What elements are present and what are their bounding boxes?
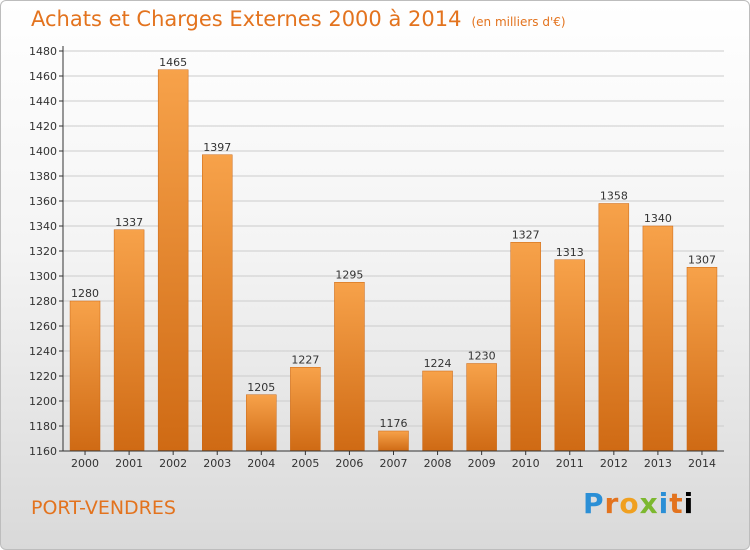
x-tick-label: 2012 <box>600 457 628 470</box>
x-tick-label: 2009 <box>468 457 496 470</box>
chart-subtitle: (en milliers d'€) <box>471 15 566 29</box>
x-tick-label: 2002 <box>159 457 187 470</box>
y-tick-label: 1340 <box>29 220 57 233</box>
x-tick-label: 2010 <box>512 457 540 470</box>
x-tick-label: 2008 <box>424 457 452 470</box>
bar-2006 <box>334 282 365 452</box>
bar-value-label: 1224 <box>424 357 452 370</box>
bar-2011 <box>554 259 585 452</box>
bar-2003 <box>202 154 233 452</box>
bar-2002 <box>157 69 189 452</box>
chart-title-text: Achats et Charges Externes 2000 à 2014 <box>31 7 462 31</box>
bar-2010 <box>510 242 541 452</box>
bar-value-label: 1313 <box>556 246 584 259</box>
x-tick-label: 2013 <box>644 457 672 470</box>
bar-value-label: 1227 <box>291 353 319 366</box>
bar-value-label: 1280 <box>71 287 99 300</box>
bar-value-label: 1465 <box>159 56 187 69</box>
bar-value-label: 1358 <box>600 190 628 203</box>
bar-2012 <box>598 203 630 452</box>
city-name: PORT-VENDRES <box>31 497 176 519</box>
y-tick-label: 1480 <box>29 45 57 58</box>
bar-2000 <box>69 300 101 452</box>
bar-2008 <box>422 370 453 452</box>
bar-value-label: 1340 <box>644 212 672 225</box>
bars: 1280 1337 1465 1397 1205 1227 1295 1176 1224 1230… <box>69 56 718 452</box>
bar-value-label: 1327 <box>512 228 540 241</box>
bar-2007 <box>378 430 409 452</box>
bar-2009 <box>466 363 497 452</box>
y-tick-label: 1260 <box>29 320 57 333</box>
bar-value-label: 1397 <box>203 141 231 154</box>
chart-title: Achats et Charges Externes 2000 à 2014 (e… <box>31 7 566 31</box>
bar-value-label: 1307 <box>688 253 716 266</box>
x-tick-label: 2014 <box>688 457 716 470</box>
bar-2001 <box>113 229 145 452</box>
y-tick-label: 1360 <box>29 195 57 208</box>
y-tick-label: 1180 <box>29 420 57 433</box>
x-tick-label: 2005 <box>291 457 319 470</box>
bar-value-label: 1230 <box>468 350 496 363</box>
y-tick-label: 1380 <box>29 170 57 183</box>
y-tick-label: 1200 <box>29 395 57 408</box>
y-tick-label: 1160 <box>29 445 57 458</box>
x-tick-label: 2006 <box>335 457 363 470</box>
y-tick-label: 1280 <box>29 295 57 308</box>
bar-value-label: 1176 <box>380 417 408 430</box>
y-tick-label: 1400 <box>29 145 57 158</box>
proxiti-logo: Proxiti <box>583 487 695 520</box>
y-tick-label: 1420 <box>29 120 57 133</box>
bar-value-label: 1295 <box>335 268 363 281</box>
x-tick-label: 2000 <box>71 457 99 470</box>
y-tick-label: 1440 <box>29 95 57 108</box>
y-tick-label: 1220 <box>29 370 57 383</box>
bar-2005 <box>290 367 321 452</box>
bar-value-label: 1205 <box>247 381 275 394</box>
x-tick-label: 2007 <box>380 457 408 470</box>
x-tick-label: 2011 <box>556 457 584 470</box>
bar-2014 <box>686 267 718 452</box>
x-tick-label: 2001 <box>115 457 143 470</box>
x-tick-label: 2003 <box>203 457 231 470</box>
bar-2013 <box>642 225 674 452</box>
x-tick-label: 2004 <box>247 457 275 470</box>
bar-value-label: 1337 <box>115 216 143 229</box>
y-tick-label: 1240 <box>29 345 57 358</box>
bar-2004 <box>246 394 277 452</box>
y-tick-label: 1460 <box>29 70 57 83</box>
axes: 1160 1180 1200 1220 1240 1260 1280 1300 1320 1340… <box>29 45 724 470</box>
y-tick-label: 1300 <box>29 270 57 283</box>
y-tick-label: 1320 <box>29 245 57 258</box>
